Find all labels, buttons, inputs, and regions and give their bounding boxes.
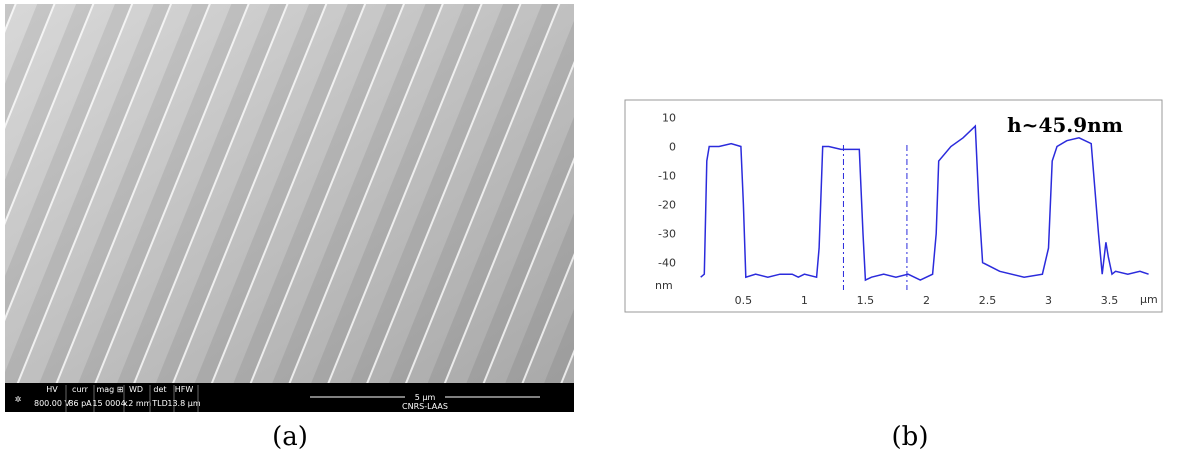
institution: CNRS-LAAS <box>402 402 448 411</box>
info-value: 86 pA <box>68 399 92 408</box>
info-value: TLD <box>151 399 168 408</box>
info-value: 4.2 mm <box>121 399 152 408</box>
y-axis-label: nm <box>655 279 673 292</box>
svg-text:✲: ✲ <box>15 395 22 404</box>
y-tick-label: 10 <box>662 111 676 124</box>
y-tick-label: 0 <box>669 140 676 153</box>
y-tick-label: -20 <box>658 199 676 212</box>
info-label: WD <box>129 385 143 394</box>
caption: (a) <box>272 422 308 452</box>
x-tick-label: 3 <box>1045 294 1052 307</box>
x-tick-label: 1 <box>801 294 808 307</box>
info-label: curr <box>72 385 89 394</box>
info-label: HV <box>46 385 58 394</box>
y-tick-label: -10 <box>658 170 676 183</box>
info-label: mag ⊞ <box>96 385 123 394</box>
info-value: 15 000 x <box>92 399 128 408</box>
caption: (b) <box>892 422 929 452</box>
y-tick-label: -40 <box>658 257 676 270</box>
x-tick-label: 1.5 <box>857 294 875 307</box>
profile-line <box>700 124 1149 282</box>
info-label: det <box>153 385 166 394</box>
scale-label-bg <box>405 391 445 403</box>
x-tick-label: 0.5 <box>735 294 753 307</box>
info-value: 800.00 V <box>34 399 71 408</box>
x-tick-label: 2 <box>923 294 930 307</box>
sem-image: ✲ <box>5 4 574 412</box>
x-axis-label: µm <box>1140 293 1158 306</box>
info-label: HFW <box>175 385 194 394</box>
x-tick-label: 2.5 <box>979 294 997 307</box>
y-tick-label: -30 <box>658 228 676 241</box>
x-tick-label: 3.5 <box>1101 294 1119 307</box>
scale-bar-label: 5 µm <box>415 393 436 402</box>
info-value: 13.8 µm <box>167 399 200 408</box>
annotation: h~45.9nm <box>1007 113 1123 137</box>
